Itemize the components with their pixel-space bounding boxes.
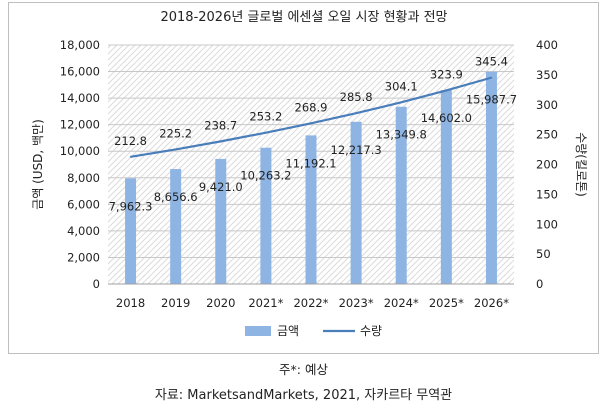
line-value-label: 304.1: [385, 79, 418, 93]
bar: [350, 121, 362, 284]
line-point: [310, 122, 312, 125]
line-point: [490, 76, 493, 79]
x-tick-label: 2019: [161, 296, 190, 310]
y-tick-label: 6,000: [67, 197, 100, 211]
bar: [440, 90, 452, 284]
y2-tick-label: 100: [536, 217, 558, 231]
y-tick-label: 12,000: [60, 118, 100, 132]
line-value-label: 323.9: [430, 67, 463, 81]
bar: [260, 147, 272, 284]
axes: 0 2,000 4,000 6,000 8,000 10,000 12,000 14,000 1…: [31, 38, 588, 310]
bar-value-label: 9,421.0: [199, 180, 243, 194]
bar-value-label: 12,217.3: [331, 143, 382, 157]
legend-swatch-bar: [245, 326, 271, 336]
bar-value-label: 10,263.2: [240, 169, 291, 183]
line-point: [400, 101, 403, 104]
x-tick-label: 2026*: [474, 296, 509, 310]
y2-tick-label: 150: [536, 187, 558, 201]
bar: [395, 106, 407, 284]
y-tick-label: 0: [93, 277, 100, 291]
x-tick-label: 2022*: [293, 296, 328, 310]
chart-title: 2018-2026년 글로벌 에센셜 오일 시장 현황과 전망: [160, 10, 447, 25]
bar: [170, 169, 182, 284]
line-point: [355, 112, 357, 115]
y2-tick-label: 250: [536, 128, 558, 142]
legend: 금액 수량: [245, 324, 382, 338]
chart-frame: 2018-2026년 글로벌 에센셜 오일 시장 현황과 전망 7,962.3 8…: [8, 2, 599, 354]
x-tick-label: 2021*: [248, 296, 283, 310]
line-point: [265, 131, 267, 134]
y-tick-label: 10,000: [60, 144, 100, 158]
y2-tick-label: 50: [536, 247, 551, 261]
x-tick-label: 2024*: [384, 296, 419, 310]
y2-tick-label: 400: [536, 38, 558, 52]
bar: [485, 71, 497, 284]
bar-value-label: 7,962.3: [109, 199, 153, 213]
line-value-label: 268.9: [295, 100, 328, 114]
legend-label-line: 수량: [360, 324, 382, 338]
line-value-label: 285.8: [340, 90, 373, 104]
y-tick-label: 16,000: [60, 65, 100, 79]
bar-value-label: 11,192.1: [285, 156, 336, 170]
y-tick-label: 2,000: [67, 250, 100, 264]
y2-axis-title: 수량(킬로톤): [574, 132, 588, 197]
data-labels: 7,962.38,656.69,421.010,263.211,192.112,…: [109, 55, 517, 214]
x-tick-label: 2018: [116, 296, 145, 310]
y2-tick-label: 300: [536, 98, 558, 112]
line-value-label: 212.8: [114, 134, 147, 148]
source-note: 자료: MarketsandMarkets, 2021, 자카르타 무역관: [154, 388, 453, 403]
x-tick-label: 2023*: [339, 296, 374, 310]
y-tick-label: 14,000: [60, 91, 100, 105]
bar: [215, 158, 227, 284]
line-point: [174, 148, 177, 151]
bar-value-label: 13,349.8: [376, 128, 427, 142]
bar-value-label: 14,602.0: [421, 111, 472, 125]
line-value-label: 253.2: [249, 110, 282, 124]
bar: [125, 178, 137, 284]
y-axis-title: 금액 (USD, 백만): [31, 119, 45, 210]
y-tick-label: 8,000: [67, 171, 100, 185]
y2-tick-label: 0: [536, 277, 543, 291]
bar-value-label: 15,987.7: [466, 93, 517, 107]
line-series: [129, 76, 493, 158]
y-tick-label: 4,000: [67, 224, 100, 238]
chart-svg: 2018-2026년 글로벌 에센셜 오일 시장 현황과 전망 7,962.38…: [31, 10, 588, 338]
y2-tick-label: 350: [536, 68, 558, 82]
line-point: [129, 156, 132, 158]
line-point: [445, 89, 448, 92]
line-point: [219, 140, 222, 143]
bar-value-label: 8,656.6: [154, 190, 198, 204]
x-tick-label: 2020: [206, 296, 235, 310]
line-value-label: 238.7: [204, 118, 237, 132]
bar: [305, 135, 317, 284]
y-tick-label: 18,000: [60, 38, 100, 52]
line-value-label: 225.2: [159, 126, 192, 140]
line-value-label: 345.4: [475, 55, 508, 69]
forecast-note: 주*: 예상: [279, 362, 328, 377]
x-tick-label: 2025*: [429, 296, 464, 310]
legend-label-bar: 금액: [277, 324, 299, 338]
y2-tick-label: 200: [536, 158, 558, 172]
bar-series: [125, 71, 497, 284]
